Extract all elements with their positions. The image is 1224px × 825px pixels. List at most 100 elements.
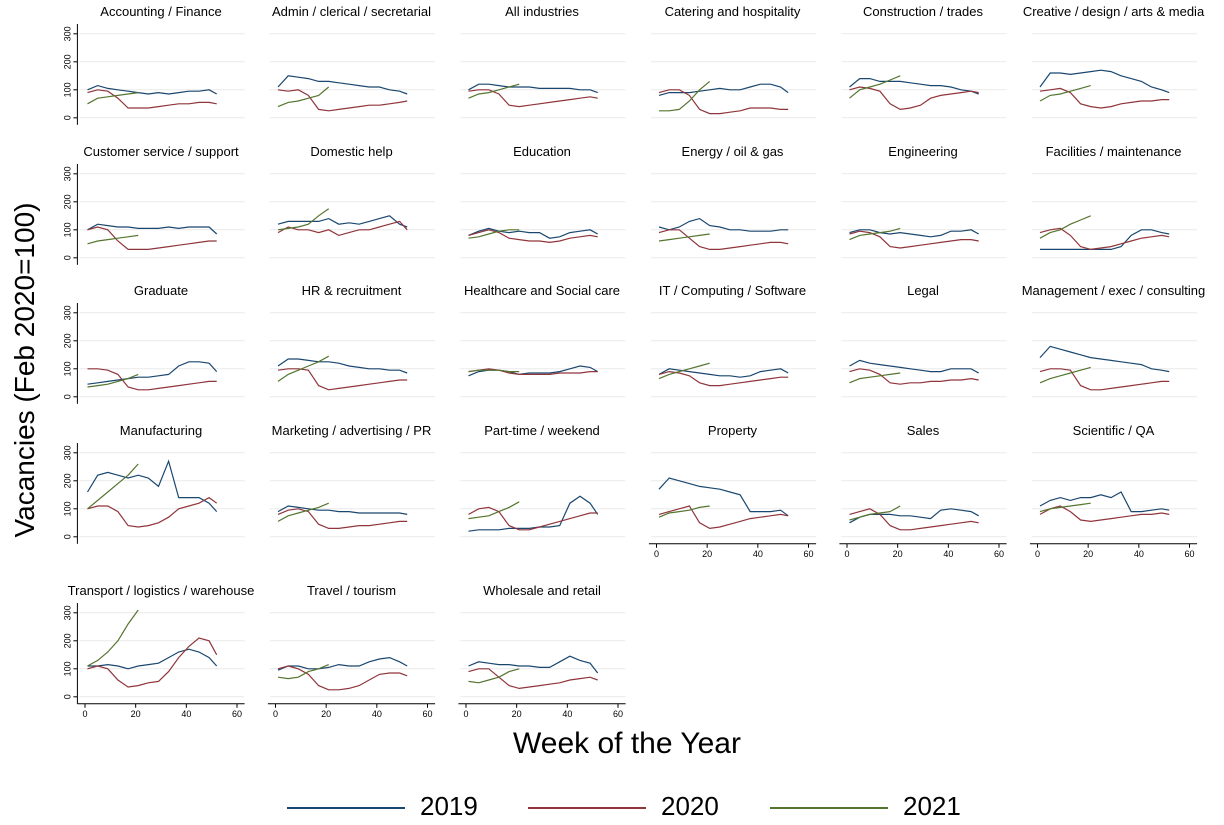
series-line [468,668,598,690]
y-tick-label: 100 [62,222,72,237]
panel-title: Management / exec / consulting [1022,283,1206,298]
series-line [1039,366,1091,384]
x-tick-label: 60 [232,709,242,719]
x-tick-label: 40 [753,549,763,559]
series-line [658,83,789,96]
series-line [658,505,789,530]
series-line [277,665,408,691]
x-tick-label: 40 [943,549,953,559]
series-line [87,368,217,391]
y-tick-label: 100 [62,82,72,97]
y-tick-label: 300 [62,445,72,460]
panel-title: Engineering [888,144,957,159]
series-line [87,234,139,245]
x-tick-label: 60 [422,709,432,719]
y-tick-label: 300 [62,605,72,620]
series-line [87,89,217,109]
panel-title: Healthcare and Social care [464,283,620,298]
x-tick-label: 60 [1184,549,1194,559]
series-line [277,508,408,529]
series-line [849,227,901,241]
panel-title: Education [513,144,571,159]
y-tick-label: 100 [62,361,72,376]
panel-title: Manufacturing [120,423,202,438]
panel-title: Energy / oil & gas [682,144,784,159]
y-tick-label: 100 [62,501,72,516]
y-tick-label: 0 [62,115,72,120]
x-tick-label: 20 [1083,549,1093,559]
series-line [87,609,139,667]
series-line [277,208,330,231]
panel-title: Admin / clerical / secretarial [272,4,431,19]
y-tick-label: 0 [62,534,72,539]
panel-title: Graduate [134,283,188,298]
series-line [658,368,789,378]
x-tick-label: 40 [1134,549,1144,559]
legend-label: 2019 [420,791,478,821]
series-line [277,358,408,374]
x-tick-label: 60 [994,549,1004,559]
series-line [277,220,408,237]
panel-title: Travel / tourism [307,583,396,598]
panel-title: Customer service / support [83,144,239,159]
series-line [468,368,598,375]
series-line [87,637,218,688]
series-line [277,86,330,108]
series-line [849,368,979,385]
series-line [468,83,598,94]
series-line [86,459,218,513]
y-tick-label: 100 [62,661,72,676]
series-line [1039,502,1091,513]
series-line [658,217,789,232]
panel-title: Marketing / advertising / PR [272,423,432,438]
series-line [1039,87,1170,109]
x-tick-label: 20 [512,709,522,719]
x-axis-label: Week of the Year [513,727,741,760]
y-axis-label: Vacancies (Feb 2020=100) [9,203,40,538]
panel-title: Creative / design / arts & media [1023,4,1205,19]
x-tick-label: 60 [803,549,813,559]
panel-title: Domestic help [310,144,392,159]
x-tick-label: 0 [463,709,468,719]
series-line [1039,345,1170,373]
series-line [849,78,979,95]
series-line [849,372,901,384]
series-line [849,229,979,238]
series-line [849,75,901,99]
x-tick-label: 0 [1035,549,1040,559]
panel-title: Construction / trades [863,4,983,19]
x-tick-label: 20 [702,549,712,559]
panel-title: Accounting / Finance [100,4,221,19]
series-line [87,84,217,95]
x-tick-label: 20 [131,709,141,719]
series-line [1039,85,1091,102]
series-line [277,355,329,382]
series-line [468,501,520,520]
series-line [468,83,520,99]
series-line [87,361,218,385]
series-line [87,648,218,670]
series-line [658,233,710,242]
series-line [277,368,408,391]
series-line [849,505,901,521]
y-tick-label: 200 [62,473,72,488]
series-line [277,75,408,95]
series-line [468,369,520,373]
series-line [468,227,598,239]
series-line [658,505,710,518]
series-line [277,656,408,671]
y-tick-label: 200 [62,194,72,209]
series-line [658,477,789,517]
y-tick-label: 200 [62,633,72,648]
panel-title: Catering and hospitality [665,4,801,19]
series-line [468,668,520,684]
y-tick-label: 200 [62,54,72,69]
series-line [1039,227,1170,251]
legend-label: 2020 [661,791,719,821]
series-line [658,370,789,387]
series-line [87,92,139,105]
series-line [468,89,598,108]
x-tick-label: 0 [273,709,278,719]
x-tick-label: 40 [372,709,382,719]
y-tick-label: 300 [62,26,72,41]
